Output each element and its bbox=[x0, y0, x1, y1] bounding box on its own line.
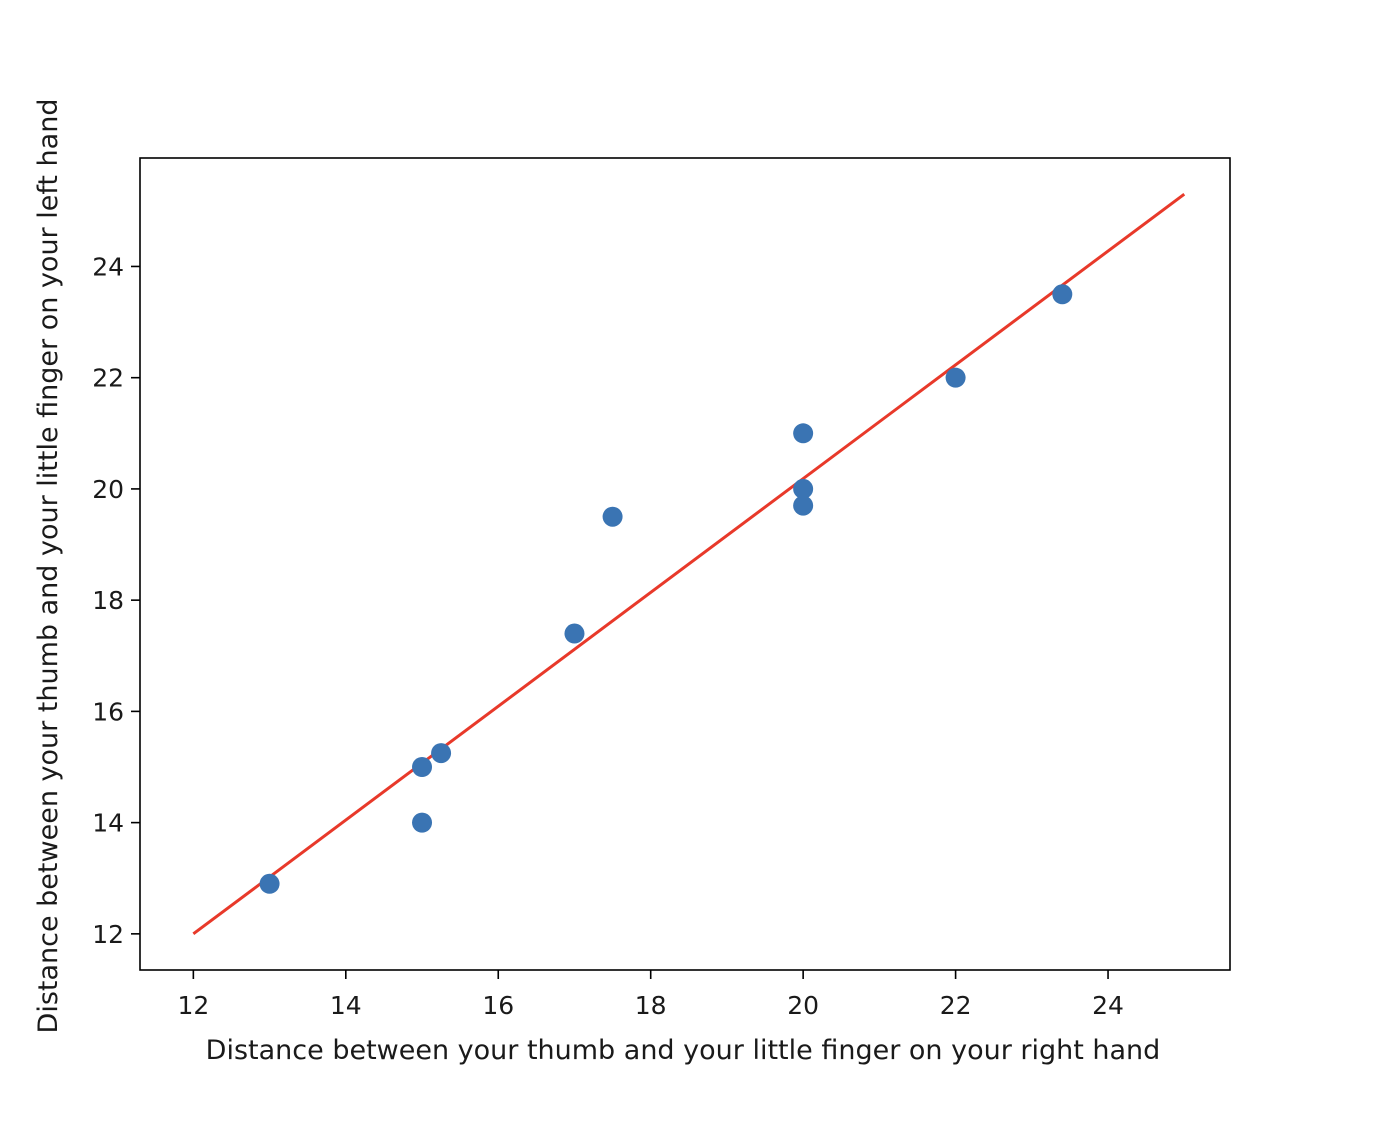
data-points bbox=[259, 284, 1073, 894]
y-axis-label: Distance between your thumb and your lit… bbox=[33, 99, 64, 1034]
x-tick-label: 12 bbox=[177, 991, 209, 1020]
y-tick-label: 16 bbox=[92, 697, 124, 726]
regression-line bbox=[192, 192, 1186, 936]
scatter-point bbox=[793, 478, 814, 499]
x-axis-ticks: 12 14 16 18 20 22 24 bbox=[177, 970, 1124, 1020]
x-tick-label: 18 bbox=[635, 991, 667, 1020]
scatter-point bbox=[412, 812, 433, 833]
scatter-point bbox=[793, 423, 814, 444]
scatter-point bbox=[1052, 284, 1073, 305]
x-tick-label: 24 bbox=[1092, 991, 1124, 1020]
scatter-point bbox=[793, 495, 814, 516]
scatter-point bbox=[431, 743, 452, 764]
y-tick-label: 20 bbox=[92, 475, 124, 504]
x-tick-label: 20 bbox=[787, 991, 819, 1020]
scatter-point bbox=[412, 757, 433, 777]
y-tick-label: 14 bbox=[92, 809, 124, 838]
y-tick-label: 22 bbox=[92, 364, 124, 393]
x-tick-label: 14 bbox=[330, 991, 362, 1020]
y-tick-label: 18 bbox=[92, 586, 124, 615]
plot-area bbox=[139, 157, 1231, 971]
scatter-point bbox=[564, 623, 585, 644]
y-tick-label: 24 bbox=[92, 252, 124, 281]
scatter-point bbox=[602, 506, 623, 527]
x-axis-label: Distance between your thumb and your lit… bbox=[206, 1035, 1161, 1066]
scatter-point bbox=[945, 367, 966, 388]
x-tick-label: 22 bbox=[940, 991, 972, 1020]
scatter-point bbox=[259, 873, 280, 894]
y-tick-label: 12 bbox=[92, 920, 124, 949]
regression-line-layer bbox=[192, 192, 1186, 936]
y-axis-ticks: 12 14 16 18 20 22 24 bbox=[92, 252, 140, 949]
x-tick-label: 16 bbox=[482, 991, 514, 1020]
